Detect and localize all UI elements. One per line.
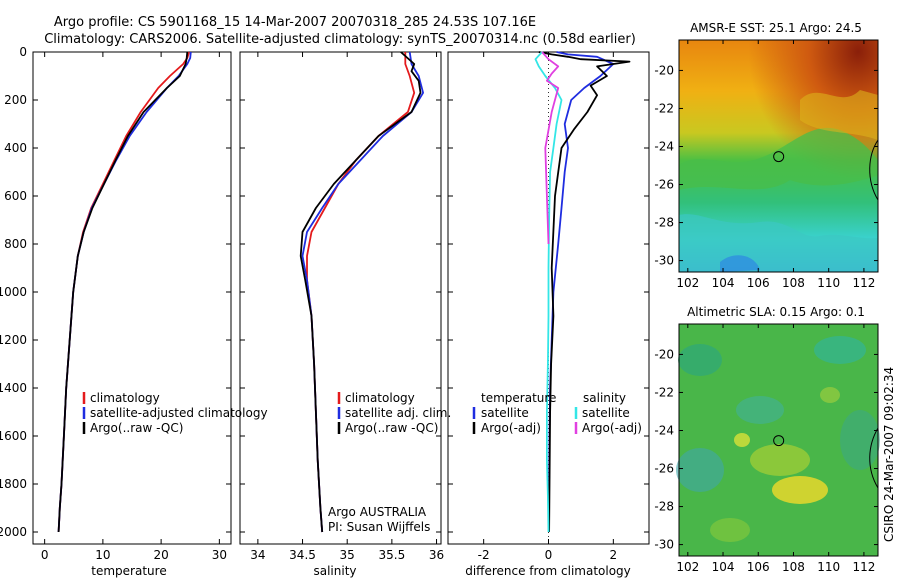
legend-label-sal-satellite: satellite — [582, 406, 630, 420]
temperature-xtick-label: 10 — [95, 548, 110, 562]
sla-coastline — [869, 427, 879, 489]
sst-xtick-label: 106 — [747, 276, 770, 290]
sst-ytick-label: -28 — [654, 216, 674, 230]
sla-ytick-label: -28 — [654, 500, 674, 514]
salinity-xtick-label: 35.5 — [379, 548, 406, 562]
temperature-axes-frame — [32, 51, 232, 545]
salinity-xlabel: salinity — [313, 564, 356, 578]
difference-xtick-label: 0 — [545, 548, 553, 562]
sla-xtick-label: 108 — [782, 560, 805, 574]
temperature-ytick-label: 2000 — [0, 525, 27, 539]
salinity-xtick-label: 34.5 — [289, 548, 316, 562]
salinity-series-1 — [301, 51, 425, 533]
difference-legend: temperature salinity satellite Argo(-adj… — [472, 391, 642, 435]
salinity-panel: 34 34.5 35 35.5 36 salinity climatology sate… — [239, 51, 451, 578]
annotation-argo-australia: Argo AUSTRALIA — [328, 505, 427, 519]
sst-ytick-label: -22 — [654, 101, 674, 115]
temperature-xlabel: temperature — [91, 564, 166, 578]
sst-xtick-label: 102 — [676, 276, 699, 290]
temperature-ytick-label: 1800 — [0, 477, 27, 491]
salinity-xtick-label: 35 — [340, 548, 355, 562]
sla-map-frame — [678, 323, 879, 557]
sst-map-panel: AMSR-E SST: 25.1 Argo: 24.5 102 104 106 108… — [654, 21, 879, 290]
salinity-legend: climatology satellite adj. clim. Argo(..… — [337, 391, 451, 435]
temperature-ytick-label: 800 — [4, 237, 27, 251]
sla-ytick-label: -22 — [654, 385, 674, 399]
legend-label-climatology: climatology — [345, 391, 415, 405]
sla-xtick-label: 102 — [676, 560, 699, 574]
temperature-ytick-label: 400 — [4, 141, 27, 155]
salinity-axes-frame — [239, 51, 442, 545]
salinity-series-2 — [299, 51, 422, 533]
sst-ytick-label: -26 — [654, 178, 674, 192]
sst-xtick-label: 104 — [712, 276, 735, 290]
difference-series-1 — [538, 51, 631, 533]
difference-series-3 — [541, 51, 560, 245]
sla-xtick-label: 110 — [817, 560, 840, 574]
legend-label-sal-argo: Argo(-adj) — [582, 421, 642, 435]
temperature-ytick-label: 0 — [19, 45, 27, 59]
sst-ytick-label: -20 — [654, 63, 674, 77]
difference-xtick-label: 2 — [610, 548, 618, 562]
legend-label-argo: Argo(..raw -QC) — [90, 421, 183, 435]
sla-ytick-label: -26 — [654, 462, 674, 476]
temperature-legend: climatology satellite-adjusted climatolo… — [82, 391, 268, 435]
annotation-pi: PI: Susan Wijffels — [328, 520, 430, 534]
sst-xtick-label: 108 — [782, 276, 805, 290]
temperature-ytick-label: 1000 — [0, 285, 27, 299]
sst-map-title: AMSR-E SST: 25.1 Argo: 24.5 — [690, 21, 862, 35]
sst-xtick-label: 112 — [852, 276, 875, 290]
temperature-ytick-label: 1600 — [0, 429, 27, 443]
side-note: CSIRO 24-Mar-2007 09:02:34 — [882, 367, 896, 542]
legend-label-temp-argo: Argo(-adj) — [481, 421, 541, 435]
temperature-series-2 — [57, 51, 189, 533]
temperature-ytick-label: 1400 — [0, 381, 27, 395]
temperature-panel: 0 10 20 30 0 200 400 600 800 1000 1200 1400 1600 1800… — [0, 45, 268, 578]
temperature-xtick-label: 0 — [41, 548, 49, 562]
temperature-ytick-label: 200 — [4, 93, 27, 107]
sla-xtick-label: 104 — [712, 560, 735, 574]
sst-xtick-label: 110 — [817, 276, 840, 290]
sst-heatmap-field — [679, 40, 878, 272]
sst-coastline — [869, 139, 879, 201]
sst-ytick-label: -24 — [654, 139, 674, 153]
temperature-xtick-label: 20 — [153, 548, 168, 562]
legend-label-temp-satellite: satellite — [481, 406, 529, 420]
sla-ytick-label: -20 — [654, 347, 674, 361]
temperature-series-1 — [57, 51, 192, 533]
sla-xtick-label: 106 — [747, 560, 770, 574]
sla-ytick-label: -30 — [654, 538, 674, 552]
temperature-ytick-label: 600 — [4, 189, 27, 203]
temperature-series-0 — [57, 51, 190, 533]
salinity-xtick-label: 36 — [429, 548, 444, 562]
figure-title-line1: Argo profile: CS 5901168_15 14-Mar-2007 … — [54, 15, 536, 30]
salinity-xtick-label: 34 — [250, 548, 265, 562]
legend-group-salinity: salinity — [583, 391, 626, 405]
temperature-xtick-label: 30 — [212, 548, 227, 562]
temperature-ytick-label: 1200 — [0, 333, 27, 347]
sla-map-panel: Altimetric SLA: 0.15 Argo: 0.1 102 104 106… — [654, 305, 880, 574]
sla-argo-marker — [773, 435, 785, 447]
legend-label-satellite-adj: satellite adj. clim. — [345, 406, 451, 420]
sla-heatmap-field — [676, 324, 880, 556]
difference-xlabel: difference from climatology — [465, 564, 631, 578]
legend-label-argo: Argo(..raw -QC) — [345, 421, 438, 435]
difference-panel: -2 0 2 difference from climatology tempera… — [447, 51, 650, 578]
sla-xtick-label: 112 — [852, 560, 875, 574]
difference-series-2 — [534, 51, 563, 533]
sla-ytick-label: -24 — [654, 423, 674, 437]
sst-map-frame — [678, 39, 879, 273]
sla-map-title: Altimetric SLA: 0.15 Argo: 0.1 — [687, 305, 865, 319]
legend-group-temperature: temperature — [481, 391, 556, 405]
figure-title-line2: Climatology: CARS2006. Satellite-adjuste… — [44, 32, 636, 47]
difference-xtick-label: -2 — [478, 548, 490, 562]
legend-label-satellite-adjusted: satellite-adjusted climatology — [90, 406, 268, 420]
sst-argo-marker — [773, 151, 785, 163]
sst-ytick-label: -30 — [654, 254, 674, 268]
legend-label-climatology: climatology — [90, 391, 160, 405]
difference-series-0 — [548, 51, 615, 532]
